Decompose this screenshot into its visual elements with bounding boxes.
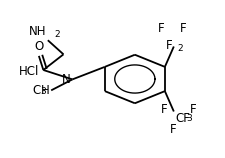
- Text: 2: 2: [54, 30, 60, 39]
- Text: NH: NH: [29, 25, 47, 38]
- Text: 3: 3: [40, 87, 46, 96]
- Text: F: F: [160, 103, 167, 116]
- Text: CF: CF: [175, 112, 190, 125]
- Text: O: O: [34, 40, 43, 53]
- Text: F: F: [166, 39, 173, 52]
- Text: 2: 2: [177, 44, 183, 53]
- Text: HCl: HCl: [19, 65, 39, 78]
- Text: F: F: [169, 123, 176, 136]
- Text: N: N: [62, 73, 71, 86]
- Text: C: C: [33, 84, 41, 97]
- Text: H: H: [41, 84, 50, 97]
- Text: F: F: [158, 22, 165, 35]
- Text: F: F: [180, 22, 186, 35]
- Text: F: F: [189, 103, 196, 116]
- Text: 3: 3: [186, 114, 192, 123]
